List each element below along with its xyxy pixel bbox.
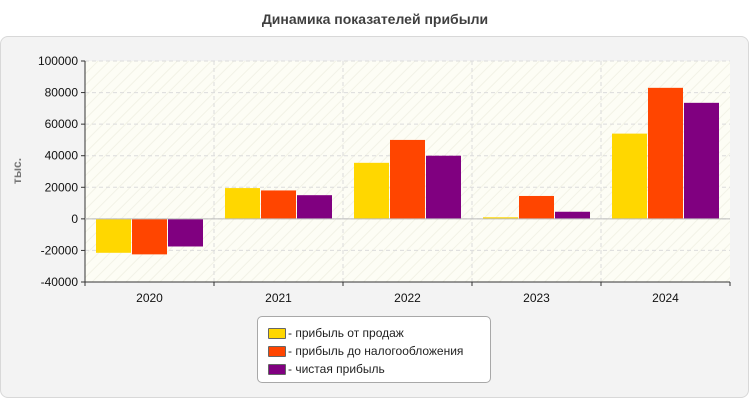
bar (261, 190, 296, 219)
legend-label: - чистая прибыль (288, 362, 385, 376)
legend-label: - прибыль от продаж (288, 326, 404, 340)
bar (612, 133, 647, 219)
legend: - прибыль от продаж - прибыль до налогоо… (257, 316, 491, 383)
legend-swatch (268, 345, 286, 357)
bar (297, 195, 332, 219)
y-tick-label: -20000 (41, 243, 79, 257)
y-tick-label: 60000 (45, 117, 79, 131)
y-tick-label: 20000 (45, 180, 79, 194)
bar (555, 211, 590, 219)
y-tick-label: 100000 (38, 54, 78, 68)
x-tick-label: 2023 (523, 291, 550, 305)
legend-label: - прибыль до налогообложения (288, 344, 464, 358)
bar (426, 155, 461, 219)
bars (96, 87, 719, 255)
y-tick-label: 40000 (45, 149, 79, 163)
legend-item: - чистая прибыль (258, 360, 490, 378)
bar (96, 218, 131, 253)
axes (81, 60, 731, 286)
x-tick-label: 2022 (394, 291, 421, 305)
legend-item: - прибыль до налогообложения (258, 342, 490, 360)
bar (354, 162, 389, 219)
x-tick-label: 2024 (652, 291, 679, 305)
bar (648, 87, 683, 219)
y-axis-label: тыс. (10, 158, 24, 184)
legend-swatch (268, 327, 286, 339)
bar (483, 217, 518, 219)
chart-title: Динамика показателей прибыли (261, 11, 489, 27)
bar (390, 139, 425, 219)
x-tick-label: 2020 (136, 291, 163, 305)
y-tick-label: 80000 (45, 86, 79, 100)
tick-labels: 100000 80000 60000 40000 20000 0 -20000 -40000 2… (38, 54, 679, 305)
bar (519, 195, 554, 219)
bar (168, 218, 203, 247)
y-tick-label: -40000 (41, 275, 79, 289)
legend-item: - прибыль от продаж (258, 324, 490, 342)
bar (132, 218, 167, 255)
x-tick-label: 2021 (265, 291, 292, 305)
bar (684, 102, 719, 219)
legend-swatch (268, 363, 286, 375)
y-tick-label: 0 (71, 212, 78, 226)
bar (225, 188, 260, 219)
